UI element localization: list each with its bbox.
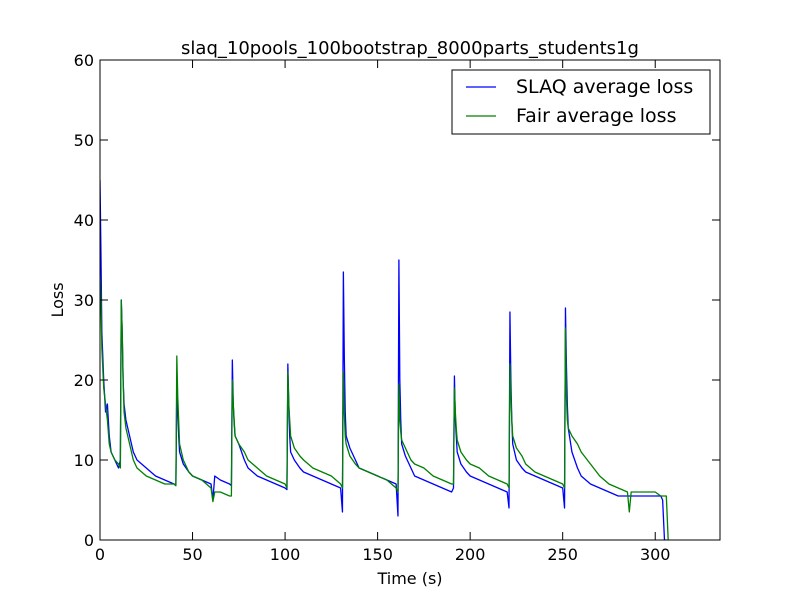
y-tick-label: 50 [74,131,94,150]
x-tick-label: 200 [455,545,486,564]
x-tick-label: 50 [182,545,202,564]
y-tick-label: 20 [74,371,94,390]
legend-label-slaq: SLAQ average loss [516,76,693,98]
x-tick-label: 300 [640,545,671,564]
x-tick-label: 0 [95,545,105,564]
x-tick-label: 150 [362,545,393,564]
y-axis-label: Loss [48,282,67,317]
y-tick-label: 0 [84,531,94,550]
series-line-slaq [100,179,667,540]
y-tick-label: 60 [74,51,94,70]
y-tick-label: 30 [74,291,94,310]
x-axis: 0 50 100 150 200 250 300 [95,60,671,564]
chart-title: slaq_10pools_100bootstrap_8000parts_stud… [181,38,639,59]
legend-label-fair: Fair average loss [516,105,676,127]
y-tick-label: 10 [74,451,94,470]
legend: SLAQ average loss Fair average loss [451,69,711,135]
series-layer [100,179,669,540]
x-tick-label: 100 [270,545,301,564]
x-axis-label: Time (s) [376,569,442,588]
y-tick-label: 40 [74,211,94,230]
y-axis: 0 10 20 30 40 50 60 [74,51,720,550]
legend-box [451,69,711,135]
series-line-fair [100,275,669,540]
x-tick-label: 250 [547,545,578,564]
